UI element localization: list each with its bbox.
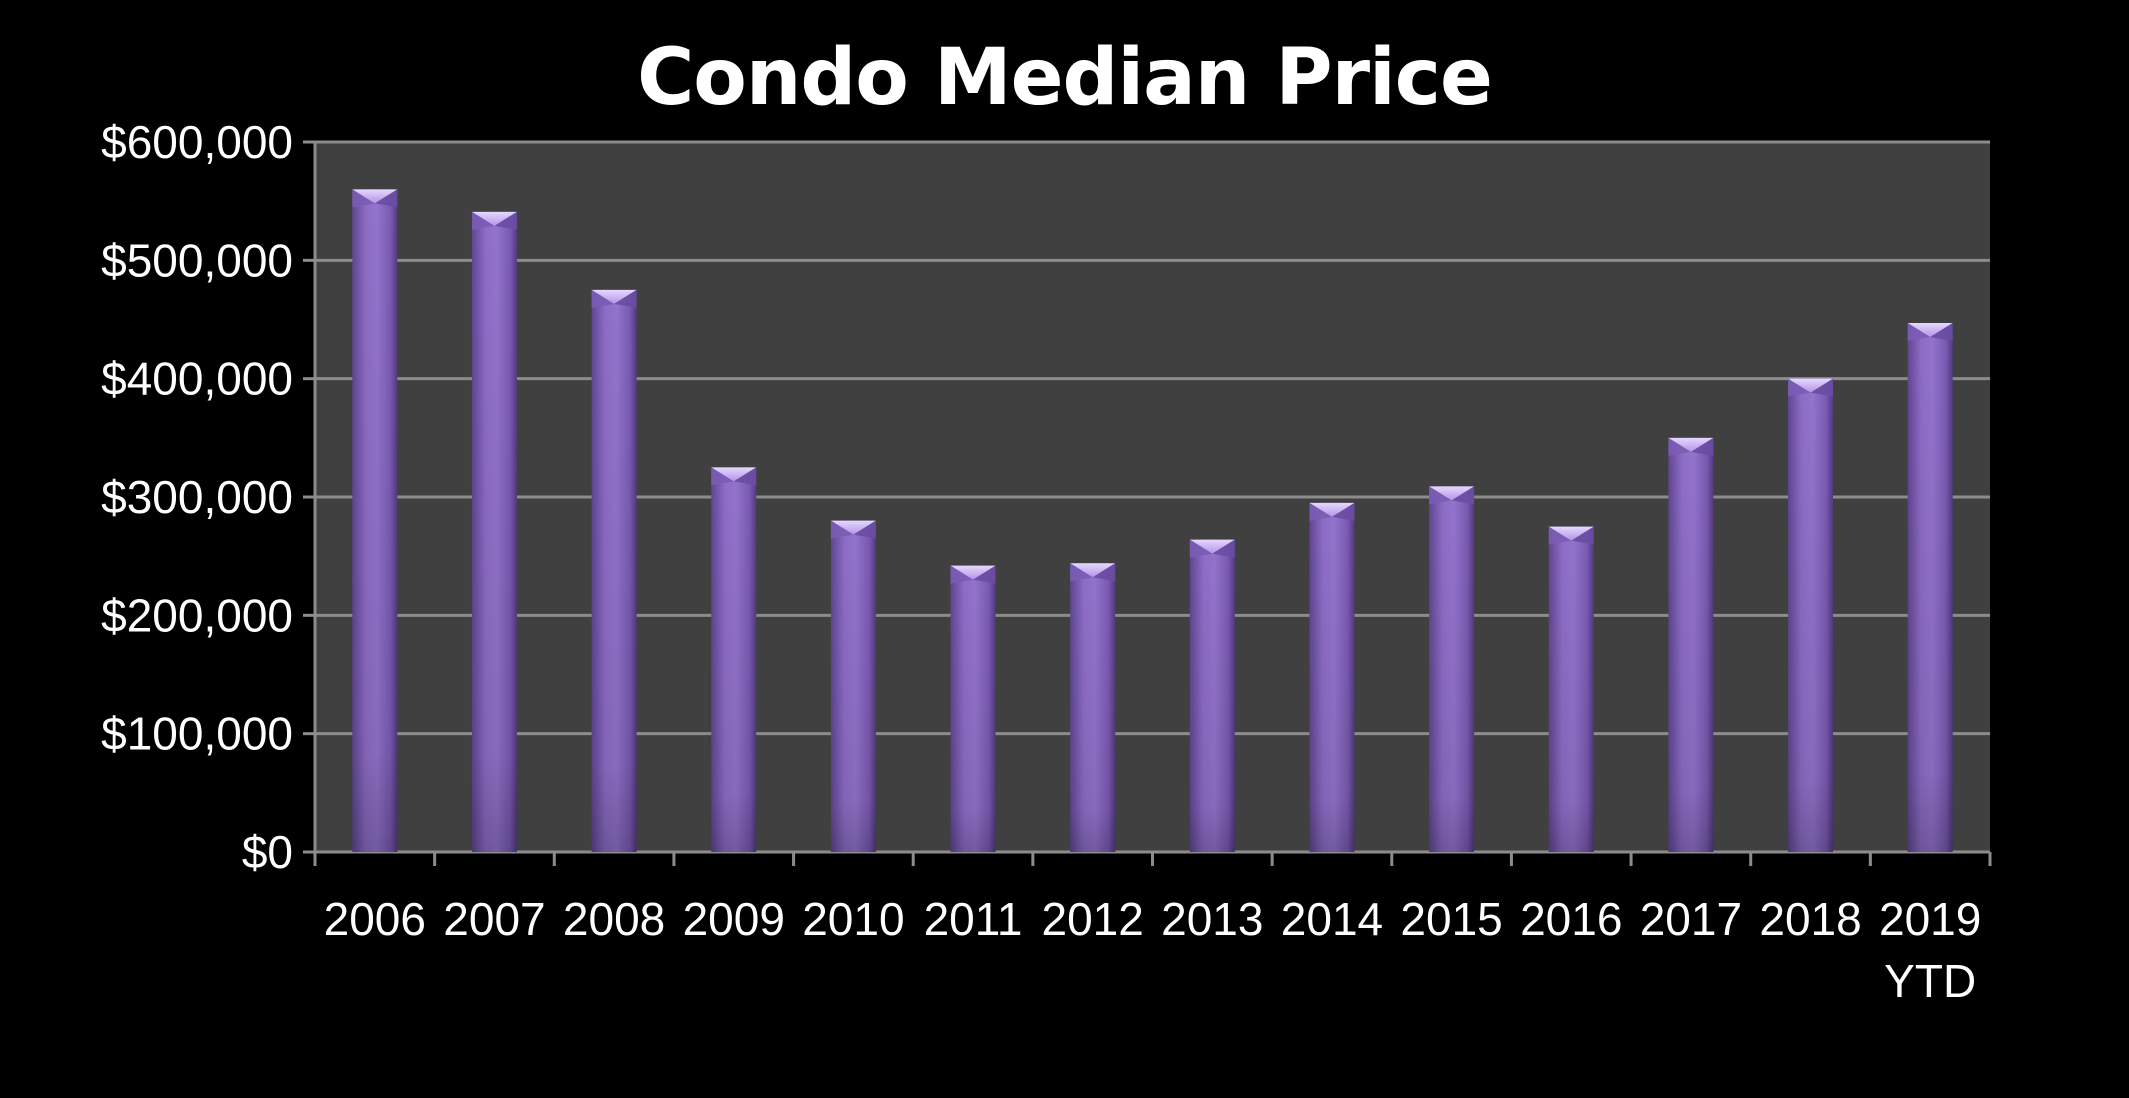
bar-cap-side: [830, 520, 854, 539]
x-tick-label-line: 2012: [1042, 893, 1144, 945]
x-tick-label: 2011: [924, 893, 1023, 945]
x-tick-label: 2007: [443, 893, 545, 945]
x-tick-label-line: 2006: [324, 893, 426, 945]
x-tick-label-line: 2015: [1400, 893, 1502, 945]
bar-cap-side: [352, 189, 375, 208]
x-tick-label-line: 2008: [563, 893, 665, 945]
bar-cap-side: [1788, 378, 1811, 397]
bar-cap: [830, 520, 876, 535]
x-tick-label-line: 2014: [1281, 893, 1383, 945]
bar-cap-side: [733, 467, 757, 486]
bar-shade: [950, 565, 996, 852]
bar-cap: [352, 189, 398, 204]
y-tick-label: $500,000: [101, 234, 293, 286]
bar-cap-side: [711, 467, 734, 486]
x-tick-label-line: 2018: [1759, 893, 1861, 945]
y-tick-label: $200,000: [101, 589, 293, 641]
bar-cap-side: [1429, 486, 1452, 505]
x-tick-label-line: YTD: [1884, 955, 1976, 1007]
bar-cap-side: [374, 189, 398, 208]
bar-cap-side: [1571, 526, 1594, 545]
bar-cap: [711, 467, 757, 482]
bar-cap: [1309, 502, 1355, 517]
bar-cap: [1070, 563, 1116, 578]
bar-cap-side: [973, 565, 996, 584]
bar-shade: [1429, 486, 1475, 852]
bar-cap: [1548, 526, 1594, 541]
bar-cap: [1788, 378, 1834, 393]
bar-shade: [1548, 526, 1594, 852]
bar-cap-side: [494, 211, 517, 230]
bar-cap-side: [1690, 437, 1714, 456]
x-tick-label: 2006: [324, 893, 426, 945]
bar-cap-side: [1309, 502, 1332, 521]
bar-cap: [1189, 539, 1235, 554]
bar-cap-side: [1548, 526, 1572, 545]
bar-shade: [1668, 437, 1714, 852]
bar-cap: [591, 289, 637, 304]
bar-cap-side: [1810, 378, 1834, 397]
x-tick-label: 2017: [1640, 893, 1742, 945]
x-tick-label: 2015: [1400, 893, 1502, 945]
bar-cap-side: [1212, 539, 1235, 558]
y-tick-label: $100,000: [101, 708, 293, 760]
bar-cap: [471, 211, 517, 226]
x-tick-label-line: 2017: [1640, 893, 1742, 945]
x-tick-label-line: 2007: [443, 893, 545, 945]
bar-cap: [1907, 323, 1953, 338]
bar-cap-side: [1070, 563, 1093, 582]
x-tick-label-line: 2011: [924, 893, 1023, 945]
bar-cap-side: [591, 289, 615, 308]
x-tick-label: 2009: [683, 893, 785, 945]
x-tick-label: 2019 YTD: [1879, 893, 1981, 1007]
bar-cap-side: [853, 520, 876, 539]
bar-cap-side: [1189, 539, 1213, 558]
x-tick-label: 2014: [1281, 893, 1383, 945]
bar-cap-side: [1668, 437, 1691, 456]
bar-shade: [471, 211, 517, 853]
chart-title: Condo Median Price: [637, 33, 1493, 123]
bar-cap-side: [1092, 563, 1116, 582]
bar-shade: [352, 189, 398, 853]
bar-shade: [1907, 323, 1953, 852]
bar-shade: [1189, 539, 1235, 852]
bar-shade: [591, 289, 637, 853]
x-tick-label: 2010: [802, 893, 904, 945]
y-tick-label: $400,000: [101, 353, 293, 405]
bar-shade: [830, 520, 876, 852]
bar-shade: [1788, 378, 1834, 852]
x-tick-label-line: 2016: [1520, 893, 1622, 945]
x-tick-label-line: 2013: [1161, 893, 1263, 945]
bar-cap: [1668, 437, 1714, 452]
bar-shade: [1070, 563, 1116, 852]
x-tick-label: 2012: [1042, 893, 1144, 945]
bar-cap: [1429, 486, 1475, 501]
bar-cap: [950, 565, 996, 580]
bar-cap-side: [1451, 486, 1475, 505]
bar-shade: [1309, 502, 1355, 852]
x-tick-label: 2013: [1161, 893, 1263, 945]
y-tick-label: $600,000: [101, 116, 293, 168]
bar-cap-side: [1331, 502, 1355, 521]
bar-cap-side: [471, 211, 495, 230]
x-tick-label-line: 2019: [1879, 893, 1981, 945]
bar-cap-side: [614, 289, 637, 308]
bar-shade: [711, 467, 757, 852]
bar-cap-side: [1907, 323, 1931, 342]
y-tick-label: $0: [242, 826, 293, 878]
x-tick-label-line: 2010: [802, 893, 904, 945]
x-tick-label-line: 2009: [683, 893, 785, 945]
y-tick-label: $300,000: [101, 471, 293, 523]
x-tick-label: 2018: [1759, 893, 1861, 945]
bar-cap-side: [1930, 323, 1953, 342]
bar-cap-side: [950, 565, 974, 584]
x-tick-label: 2008: [563, 893, 665, 945]
x-tick-label: 2016: [1520, 893, 1622, 945]
